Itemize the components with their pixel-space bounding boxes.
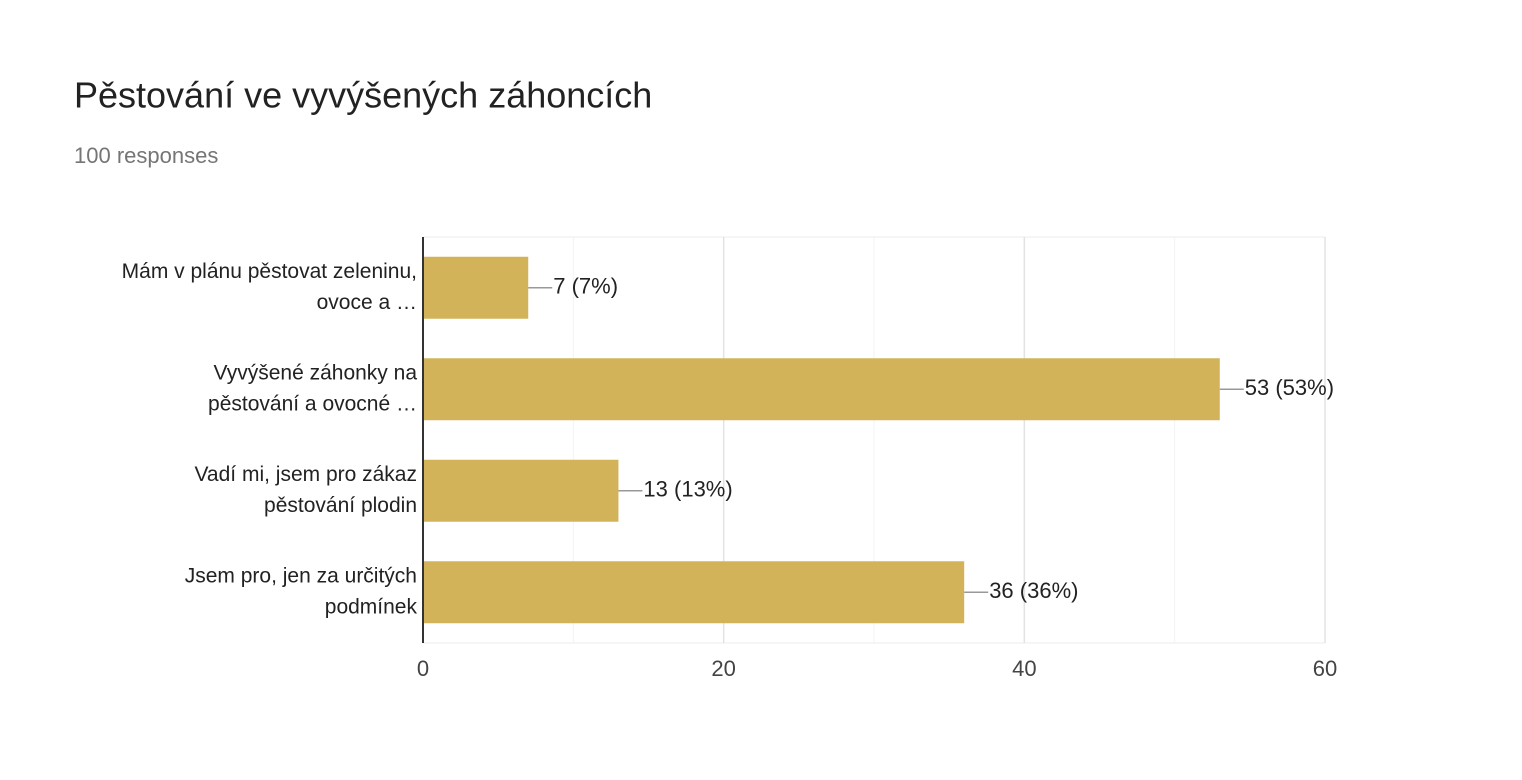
- y-tick-label: ovoce a …: [317, 291, 417, 314]
- y-tick-label: pěstování plodin: [264, 494, 417, 517]
- y-tick-label: Mám v plánu pěstovat zeleninu,: [122, 260, 417, 283]
- y-tick-label: pěstování a ovocné …: [208, 392, 417, 415]
- y-tick-label: Jsem pro, jen za určitých: [185, 564, 417, 587]
- y-tick-label: podmínek: [325, 595, 418, 618]
- value-label: 13 (13%): [643, 477, 732, 502]
- x-tick-label: 60: [1313, 656, 1337, 681]
- bar: [423, 256, 529, 319]
- chart-title: Pěstování ve vyvýšených záhoncích: [74, 75, 652, 116]
- y-tick-label: Vyvýšené záhonky na: [213, 361, 417, 384]
- bar: [423, 358, 1220, 421]
- x-tick-label: 20: [711, 656, 735, 681]
- bar: [423, 459, 619, 522]
- value-label: 36 (36%): [989, 578, 1078, 603]
- bar: [423, 561, 965, 624]
- chart-subtitle: 100 responses: [74, 143, 218, 168]
- value-label: 7 (7%): [553, 274, 618, 299]
- y-tick-label: Vadí mi, jsem pro zákaz: [194, 463, 417, 486]
- x-tick-label: 0: [417, 656, 429, 681]
- value-label: 53 (53%): [1245, 375, 1334, 400]
- x-tick-label: 40: [1012, 656, 1036, 681]
